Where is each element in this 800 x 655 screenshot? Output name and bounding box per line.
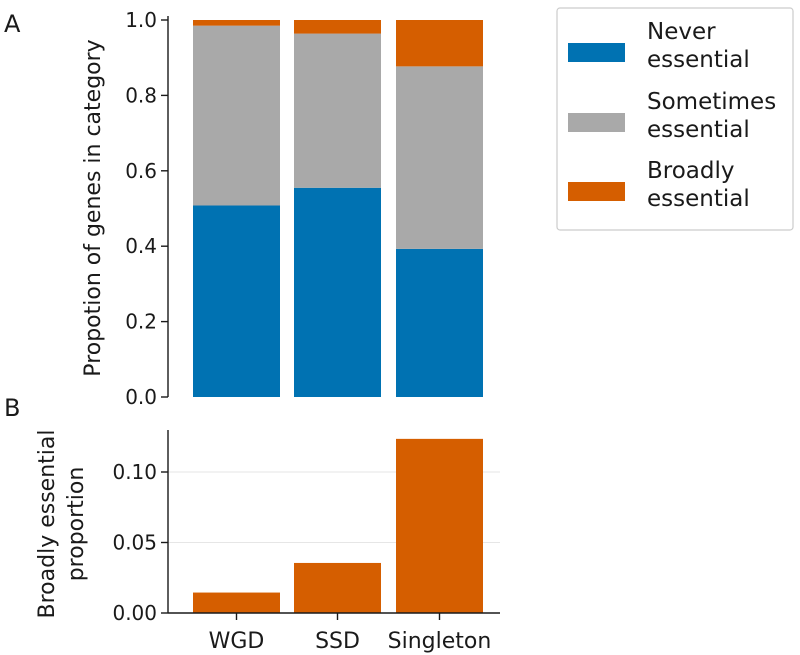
- x-tick-label-wgd: WGD: [209, 629, 265, 654]
- panel-b-chart: 0.00 0.05 0.10 WGD SSD Singleton: [112, 430, 500, 654]
- panel-b-y-tick-label: 0.05: [112, 531, 157, 555]
- legend-label-sometimes-essential-line-2: essential: [647, 117, 750, 143]
- panel-a-y-tick-label: 1.0: [125, 8, 157, 32]
- x-tick-label-ssd: SSD: [315, 629, 360, 654]
- bar-sometimes-essential-wgd: [193, 25, 280, 206]
- bar-broadly-essential-proportion-singleton: [396, 438, 483, 613]
- legend-swatch-never-essential: [568, 43, 625, 62]
- panel-a-y-tick-label: 0.6: [125, 159, 157, 183]
- legend-swatch-sometimes-essential: [568, 113, 625, 132]
- legend-frame: [556, 7, 794, 231]
- bar-broadly-essential-proportion-wgd: [193, 592, 280, 613]
- panel-b-y-axis-title-line-1: Broadly essential: [35, 430, 60, 619]
- legend-swatch-broadly-essential: [568, 182, 625, 201]
- legend-label-broadly-essential: Broadly: [647, 158, 735, 184]
- panel-a-letter: A: [4, 10, 21, 38]
- panel-b-y-tick-label: 0.00: [112, 601, 157, 625]
- legend-label-never-essential: Never: [647, 19, 716, 45]
- bar-never-essential-singleton: [396, 248, 483, 397]
- panel-a-y-tick-label: 0.0: [125, 385, 157, 409]
- panel-a-y-tick-label: 0.2: [125, 310, 157, 334]
- legend: NeveressentialSometimesessentialBroadlye…: [556, 7, 794, 231]
- panel-a-y-axis-title: Propotion of genes in category: [81, 39, 106, 376]
- bar-sometimes-essential-ssd: [294, 33, 381, 188]
- bar-never-essential-ssd: [294, 187, 381, 397]
- bar-broadly-essential-proportion-ssd: [294, 562, 381, 613]
- legend-label-sometimes-essential: Sometimes: [647, 89, 776, 115]
- x-tick-label-singleton: Singleton: [388, 629, 492, 654]
- bar-never-essential-wgd: [193, 205, 280, 397]
- bar-broadly-essential-ssd: [294, 20, 381, 34]
- panel-a-y-tick-label: 0.4: [125, 234, 157, 258]
- legend-label-broadly-essential-line-2: essential: [647, 186, 750, 212]
- panel-b-letter: B: [4, 394, 20, 422]
- legend-label-never-essential-line-2: essential: [647, 47, 750, 73]
- panel-b-y-tick-label: 0.10: [112, 460, 157, 484]
- panel-a-chart: 0.0 0.2 0.4 0.6 0.8 1.0: [125, 8, 483, 409]
- bar-broadly-essential-singleton: [396, 20, 483, 67]
- panel-a-y-tick-label: 0.8: [125, 83, 157, 107]
- bar-broadly-essential-wgd: [193, 20, 280, 26]
- bar-sometimes-essential-singleton: [396, 66, 483, 249]
- panel-b-y-axis-title-line-2: proportion: [64, 467, 89, 582]
